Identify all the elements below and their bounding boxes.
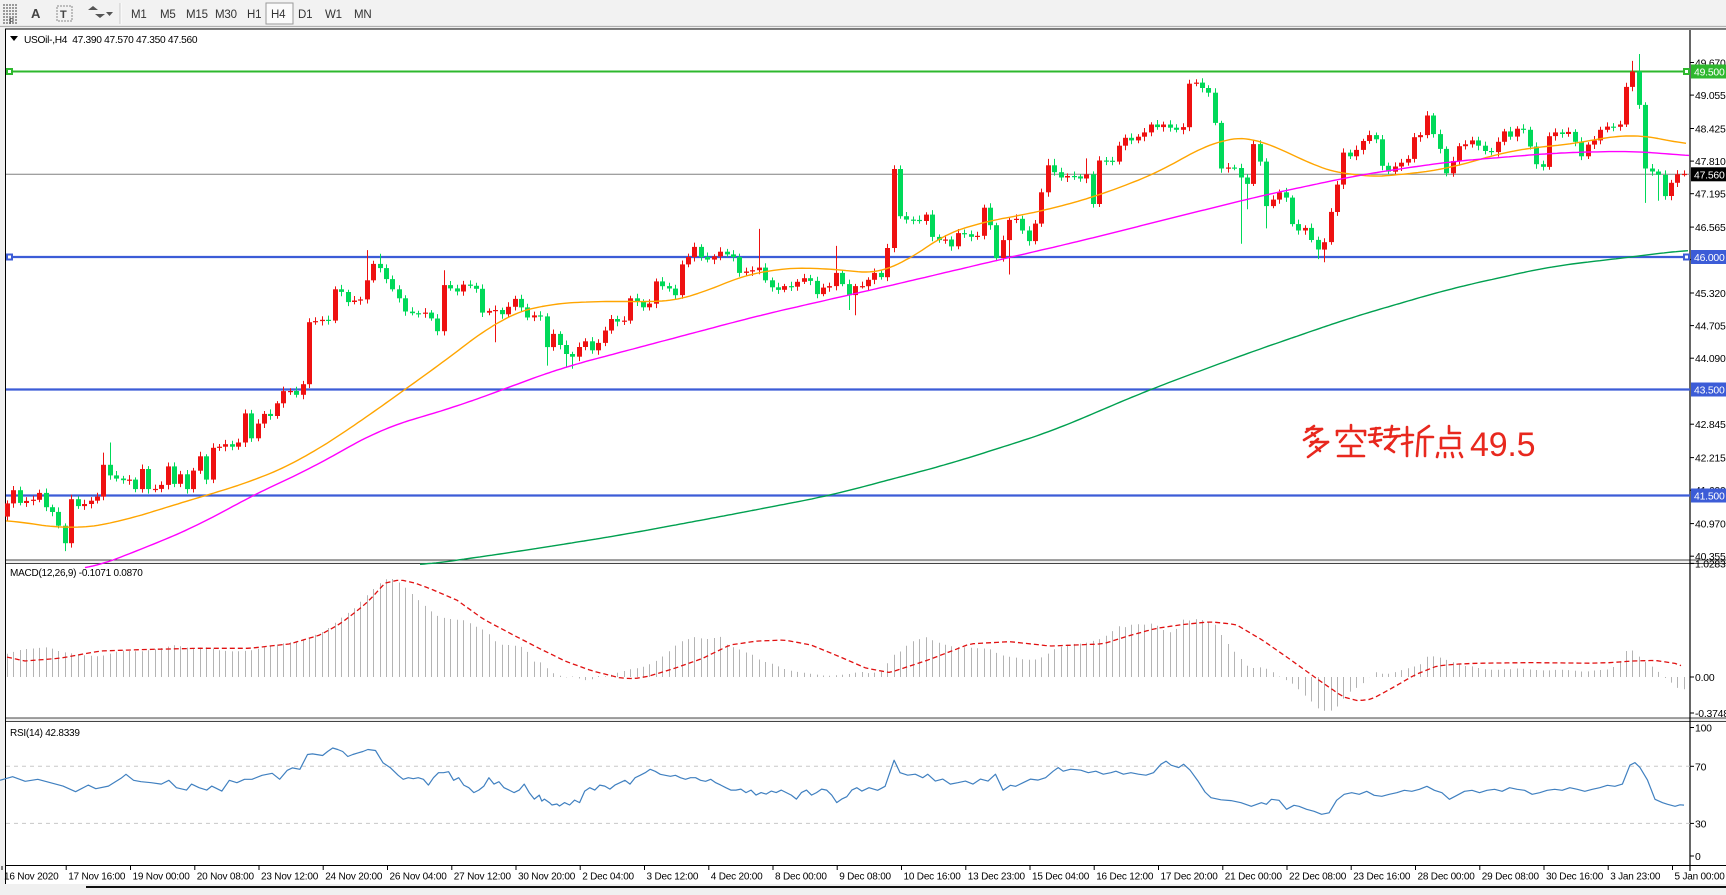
svg-text:T: T <box>60 9 67 21</box>
svg-text:47.560: 47.560 <box>1694 170 1725 181</box>
svg-text:46.565: 46.565 <box>1695 223 1726 234</box>
svg-text:42.845: 42.845 <box>1695 420 1726 431</box>
svg-text:70: 70 <box>1695 762 1707 773</box>
svg-text:USOil-,H4 47.390 47.570 47.35: USOil-,H4 47.390 47.570 47.350 47.560 <box>24 35 198 46</box>
svg-text:23 Dec 16:00: 23 Dec 16:00 <box>1353 872 1411 883</box>
svg-text:30: 30 <box>1695 819 1707 830</box>
svg-text:48.425: 48.425 <box>1695 125 1726 136</box>
svg-text:17 Dec 20:00: 17 Dec 20:00 <box>1161 872 1219 883</box>
svg-text:D1: D1 <box>298 9 312 21</box>
svg-text:1.0283: 1.0283 <box>1695 559 1726 570</box>
svg-text:42.215: 42.215 <box>1695 454 1726 465</box>
svg-text:26 Nov 04:00: 26 Nov 04:00 <box>390 872 448 883</box>
svg-text:28 Dec 00:00: 28 Dec 00:00 <box>1418 872 1476 883</box>
svg-text:19 Nov 00:00: 19 Nov 00:00 <box>133 872 191 883</box>
svg-text:5 Jan 00:00: 5 Jan 00:00 <box>1675 872 1726 883</box>
svg-text:30 Nov 20:00: 30 Nov 20:00 <box>518 872 576 883</box>
svg-text:100: 100 <box>1695 724 1712 735</box>
svg-text:23 Nov 12:00: 23 Nov 12:00 <box>261 872 319 883</box>
svg-text:M15: M15 <box>186 9 208 21</box>
svg-text:40.355: 40.355 <box>1695 552 1726 563</box>
svg-text:44.705: 44.705 <box>1695 322 1726 333</box>
svg-text:41.500: 41.500 <box>1694 492 1725 503</box>
svg-text:45.320: 45.320 <box>1695 289 1726 300</box>
svg-text:H1: H1 <box>247 9 261 21</box>
svg-text:49.5: 49.5 <box>1470 426 1535 464</box>
svg-text:H4: H4 <box>271 9 286 21</box>
svg-text:13 Dec 23:00: 13 Dec 23:00 <box>968 872 1026 883</box>
svg-text:16 Dec 12:00: 16 Dec 12:00 <box>1096 872 1154 883</box>
svg-text:27 Nov 12:00: 27 Nov 12:00 <box>454 872 512 883</box>
svg-text:M5: M5 <box>160 9 176 21</box>
svg-text:F: F <box>9 17 14 26</box>
svg-text:2 Dec 04:00: 2 Dec 04:00 <box>582 872 634 883</box>
svg-text:15 Dec 04:00: 15 Dec 04:00 <box>1032 872 1090 883</box>
svg-text:47.810: 47.810 <box>1695 157 1726 168</box>
svg-text:29 Dec 08:00: 29 Dec 08:00 <box>1482 872 1540 883</box>
svg-text:RSI(14) 42.8339: RSI(14) 42.8339 <box>10 728 80 739</box>
svg-text:30 Dec 16:00: 30 Dec 16:00 <box>1546 872 1604 883</box>
svg-text:3 Jan 23:00: 3 Jan 23:00 <box>1610 872 1661 883</box>
svg-text:43.500: 43.500 <box>1694 386 1725 397</box>
svg-text:8 Dec 00:00: 8 Dec 00:00 <box>775 872 827 883</box>
svg-text:17 Nov 16:00: 17 Nov 16:00 <box>68 872 126 883</box>
svg-text:16 Nov 2020: 16 Nov 2020 <box>4 872 59 883</box>
svg-text:-0.3748: -0.3748 <box>1695 709 1726 720</box>
svg-text:40.970: 40.970 <box>1695 520 1726 531</box>
svg-text:9 Dec 08:00: 9 Dec 08:00 <box>839 872 891 883</box>
svg-text:4 Dec 20:00: 4 Dec 20:00 <box>711 872 763 883</box>
svg-text:3 Dec 12:00: 3 Dec 12:00 <box>647 872 699 883</box>
svg-text:MACD(12,26,9) -0.1071 0.0870: MACD(12,26,9) -0.1071 0.0870 <box>10 568 143 579</box>
svg-text:24 Nov 20:00: 24 Nov 20:00 <box>325 872 383 883</box>
svg-text:0.00: 0.00 <box>1695 673 1715 684</box>
svg-text:46.000: 46.000 <box>1694 253 1725 264</box>
svg-text:M1: M1 <box>131 9 147 21</box>
svg-text:21 Dec 00:00: 21 Dec 00:00 <box>1225 872 1283 883</box>
svg-text:44.090: 44.090 <box>1695 354 1726 365</box>
svg-text:49.500: 49.500 <box>1694 68 1725 79</box>
svg-text:20 Nov 08:00: 20 Nov 08:00 <box>197 872 255 883</box>
svg-text:22 Dec 08:00: 22 Dec 08:00 <box>1289 872 1347 883</box>
svg-text:10 Dec 16:00: 10 Dec 16:00 <box>904 872 962 883</box>
svg-text:MN: MN <box>354 9 372 21</box>
svg-text:W1: W1 <box>325 9 342 21</box>
svg-text:49.055: 49.055 <box>1695 91 1726 102</box>
svg-text:47.195: 47.195 <box>1695 190 1726 201</box>
svg-text:49.670: 49.670 <box>1695 59 1726 70</box>
svg-text:A: A <box>31 6 41 21</box>
svg-text:0: 0 <box>1695 852 1701 863</box>
svg-text:M30: M30 <box>215 9 237 21</box>
